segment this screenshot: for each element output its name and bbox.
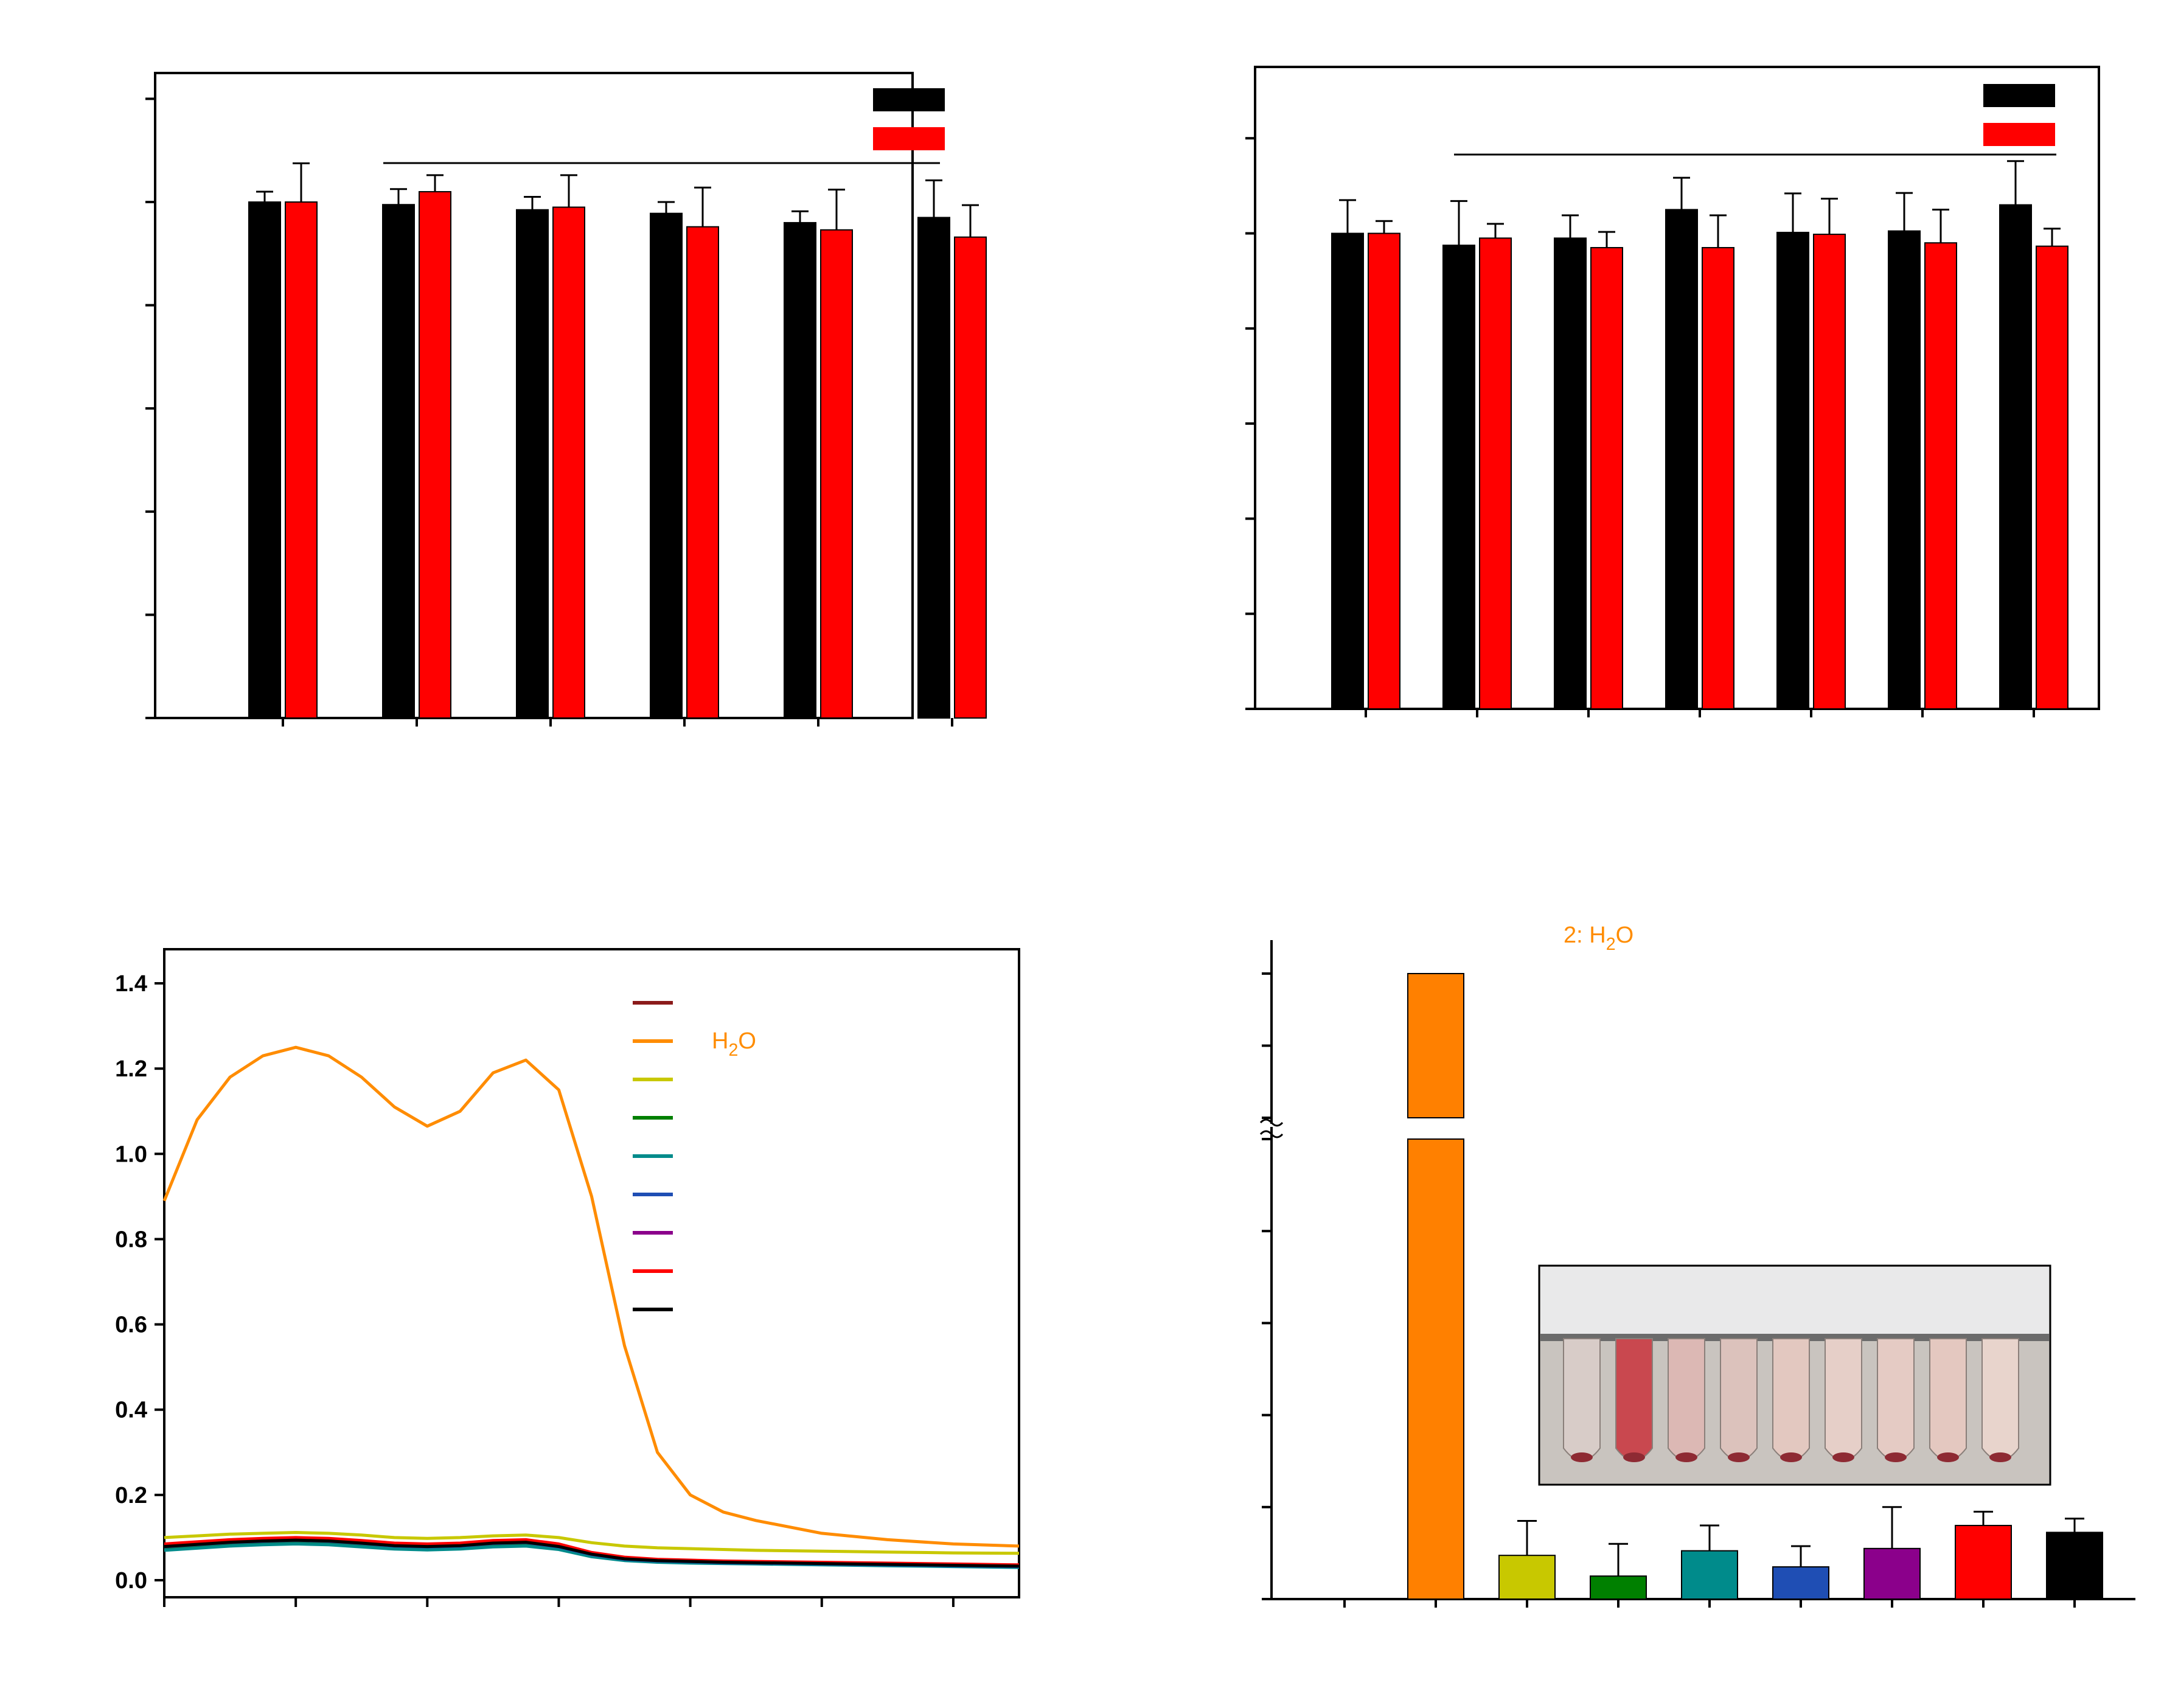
bar-24h — [1888, 230, 1921, 710]
bar-48h — [954, 236, 987, 719]
legend-label: 2: H2O — [1564, 922, 1633, 954]
bar-48h — [686, 226, 719, 719]
y-tick-label: 0.6 — [115, 1312, 147, 1338]
bar-24h — [1665, 209, 1698, 709]
y-tick-label: 0.0 — [115, 1568, 147, 1594]
bar-break-gap — [1405, 1118, 1466, 1138]
hemolysis-inset-photo — [1538, 1264, 2051, 1486]
rbc-pellet — [1571, 1452, 1593, 1462]
bar — [2046, 1532, 2103, 1600]
bar — [1955, 1525, 2012, 1600]
panel-a — [145, 72, 987, 727]
y-tick-label: 0.8 — [115, 1227, 147, 1252]
y-tick-label: 0.2 — [115, 1483, 147, 1508]
rbc-pellet — [1728, 1452, 1750, 1462]
bar-48h — [1924, 242, 1957, 710]
series-line — [162, 1045, 1020, 1548]
legend-label: H2O — [712, 1028, 756, 1060]
bar-48h — [419, 191, 451, 719]
bar — [1407, 973, 1464, 1118]
bar-24h — [1331, 232, 1364, 710]
bar — [1863, 1547, 1921, 1600]
rbc-pellet — [1937, 1452, 1959, 1462]
bar-24h — [382, 204, 415, 719]
tube — [1563, 1338, 1601, 1461]
tube — [1929, 1338, 1967, 1461]
panel-d: 2: H2O — [1259, 922, 2135, 1608]
panel-c: 0.0 0.2 0.4 0.6 0.8 1.0 1.2 1.4 H2O — [115, 948, 1020, 1607]
bar-24h — [917, 217, 950, 719]
bar-48h — [1813, 234, 1846, 709]
legend-swatch — [1983, 84, 2055, 107]
bar-24h — [1999, 204, 2032, 709]
bar-48h — [1479, 237, 1512, 710]
series-line — [164, 1538, 1020, 1568]
bar-48h — [552, 206, 585, 719]
rbc-pellet — [1675, 1452, 1697, 1462]
legend-swatch — [873, 88, 945, 111]
tube — [1668, 1338, 1705, 1461]
y-tick-label: 1.0 — [115, 1142, 147, 1167]
rbc-pellet — [1623, 1452, 1645, 1462]
bar-24h — [650, 212, 683, 719]
bar-48h — [285, 201, 318, 719]
bar-24h — [1554, 237, 1587, 710]
tube — [1877, 1338, 1915, 1461]
rbc-pellet — [1780, 1452, 1802, 1462]
bar-24h — [516, 209, 549, 719]
rbc-pellet — [1989, 1452, 2011, 1462]
tube — [1720, 1338, 1758, 1461]
rbc-pellet — [1885, 1452, 1907, 1462]
bar-48h — [1590, 246, 1623, 709]
rbc-pellet — [1832, 1452, 1854, 1462]
bar-48h — [1368, 232, 1400, 710]
tube — [1825, 1338, 1862, 1461]
bar-24h — [784, 221, 816, 719]
bar — [1590, 1575, 1647, 1600]
bar-24h — [1442, 245, 1475, 709]
y-tick-label: 0.4 — [115, 1398, 147, 1423]
bar-48h — [820, 229, 853, 719]
bar — [1772, 1566, 1829, 1600]
bar-24h — [1776, 231, 1809, 709]
legend-swatch — [873, 127, 945, 150]
bar-48h — [1702, 246, 1734, 709]
plot-frame — [163, 948, 1020, 1598]
axis-break-mark — [1259, 1130, 1284, 1138]
tube — [1615, 1338, 1653, 1461]
axis-break-mark — [1259, 1118, 1284, 1127]
bar-24h — [248, 201, 281, 719]
y-tick-label: 1.4 — [115, 971, 147, 997]
panel-b — [1245, 66, 2100, 717]
tube — [1772, 1338, 1810, 1461]
tube — [1981, 1338, 2019, 1461]
bar-48h — [2036, 245, 2068, 709]
bar — [1498, 1555, 1556, 1600]
bar — [1407, 1138, 1464, 1600]
legend-swatch — [1983, 123, 2055, 146]
inset-background — [1540, 1267, 2049, 1334]
series-line — [164, 1531, 1020, 1555]
y-tick-label: 1.2 — [115, 1056, 147, 1082]
bar — [1681, 1550, 1738, 1600]
